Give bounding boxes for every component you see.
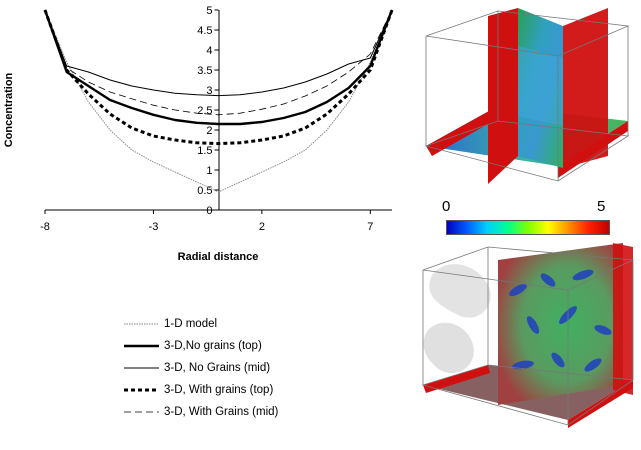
y-tick-label: 5 [206,5,212,17]
legend-label: 3-D, No Grains (mid) [164,362,271,374]
x-tick-label: 2 [259,221,265,233]
legend-label: 3-D, With grains (top) [164,384,274,396]
colorbar: 0 5 [440,198,620,238]
y-tick-label: 1 [206,165,212,177]
y-tick-label: 2 [206,125,212,137]
y-axis-label: Concentration [3,72,15,147]
colorbar-gradient [446,220,610,235]
x-tick-label: -8 [40,221,50,233]
y-tick-label: 0 [206,205,212,217]
legend-swatch [124,323,159,325]
colorbar-max-label: 5 [597,198,606,215]
x-axis-label: Radial distance [178,251,259,263]
legend-swatch [124,367,159,369]
legend-label: 3-D,No grains (top) [164,340,262,352]
y-tick-label: 3 [206,85,212,97]
series-line-3 [44,9,393,97]
y-tick-labels: 0 0.5 1 1.5 2 2.5 3 3.5 4 4.5 5 [197,5,219,217]
y-tick-label: 0.5 [197,185,212,197]
x-tick-label: -3 [149,221,159,233]
series-line-2 [43,9,394,126]
y-tick-label: 2.5 [197,105,212,117]
series-line-5 [44,9,393,116]
y-tick-label: 4 [206,45,212,57]
x-tick-label: 7 [367,221,373,233]
y-tick-label: 1.5 [197,145,212,157]
y-tick-label: 3.5 [197,65,212,77]
series-line-4 [43,9,394,146]
concentration-volume-render-no-grains [424,8,630,184]
series-line-1 [44,9,393,193]
concentration-chart: 0 0.5 1 1.5 2 2.5 3 3.5 4 4.5 5 -8 -3 2 7 Radial dist… [3,5,394,263]
series-group [43,9,394,193]
y-tick-label: 4.5 [197,25,212,37]
concentration-volume-render-with-grains [421,243,635,428]
colorbar-min-label: 0 [442,198,451,215]
x-tick-labels: -8 -3 2 7 [40,210,373,233]
legend-label: 1-D model [164,318,218,330]
legend-swatch [124,411,159,413]
legend-swatch [124,344,159,348]
legend-label: 3-D, With Grains (mid) [164,406,279,418]
legend-swatch [124,388,159,392]
